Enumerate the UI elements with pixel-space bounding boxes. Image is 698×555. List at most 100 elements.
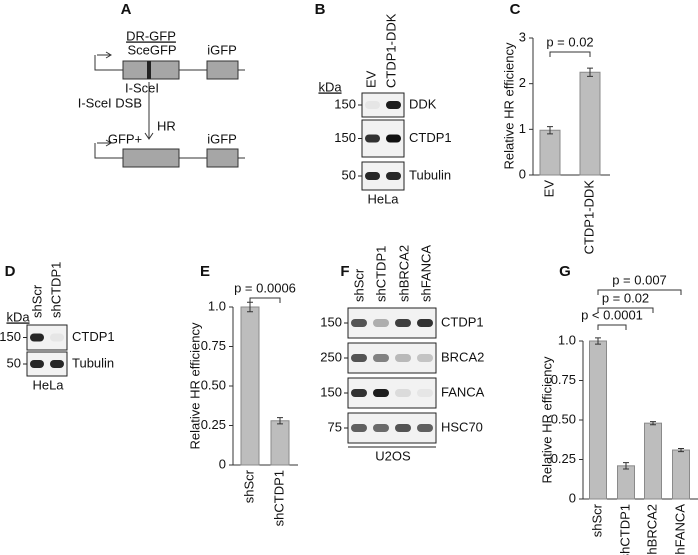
panel-label: G: [559, 263, 571, 280]
error-bar: [595, 337, 601, 345]
promoter-arrow: [105, 51, 112, 59]
protein-label: HSC70: [441, 419, 483, 434]
bar: [270, 420, 290, 466]
x-tick-label: shBRCA2: [644, 504, 659, 555]
panel-label: E: [200, 263, 210, 280]
band: [395, 319, 411, 327]
gene-box: [206, 148, 239, 168]
arrow-head: [144, 132, 154, 140]
band: [386, 101, 401, 109]
band: [395, 354, 411, 362]
bar: [579, 71, 601, 176]
x-tick-label: shScr: [241, 469, 256, 503]
significance-bracket: [549, 51, 591, 57]
lane-label: shCTDP1: [373, 246, 388, 302]
y-tick-label: 0.75: [551, 372, 576, 387]
box-label: GFP+: [108, 131, 142, 146]
y-tick-label: 1: [519, 121, 526, 136]
x-tick-label: shFANCA: [672, 504, 687, 555]
y-tick-label: 0: [569, 490, 576, 505]
gene-box: [122, 148, 180, 168]
band: [50, 360, 64, 368]
band: [351, 389, 367, 397]
gene-box: [206, 60, 239, 80]
bar: [672, 449, 690, 500]
band: [351, 424, 367, 432]
band: [373, 424, 389, 432]
band: [417, 424, 433, 432]
panel-label: F: [340, 263, 349, 280]
band: [373, 389, 389, 397]
box-label: iGFP: [207, 131, 237, 146]
protein-label: FANCA: [441, 384, 485, 399]
marker-label: 250: [320, 349, 342, 364]
lane-label: shScr: [29, 284, 44, 318]
cell-line-label: HeLa: [367, 191, 399, 206]
protein-label: Tubulin: [409, 167, 451, 182]
protein-label: DDK: [409, 96, 437, 111]
significance-bracket: [597, 324, 627, 330]
lane-label: shScr: [351, 268, 366, 302]
lane-label: CTDP1-DDK: [383, 13, 398, 88]
protein-label: CTDP1: [441, 314, 484, 329]
panel-label: B: [315, 1, 326, 18]
band: [30, 360, 44, 368]
arrow-label: HR: [157, 118, 176, 133]
band: [417, 354, 433, 362]
band: [365, 134, 380, 143]
y-tick-label: 1.0: [208, 298, 226, 313]
lane-label: shFANCA: [418, 245, 433, 302]
y-tick-label: 2: [519, 75, 526, 90]
box-label: SceGFP: [127, 42, 176, 57]
y-tick-label: 3: [519, 29, 526, 44]
cell-line-label: U2OS: [375, 448, 411, 463]
site-label: I-SceI: [125, 80, 159, 95]
p-value: p = 0.007: [612, 272, 667, 287]
protein-label: CTDP1: [409, 130, 452, 145]
diagram-title: DR-GFP: [126, 28, 176, 43]
band: [395, 424, 411, 432]
marker-label: 150: [334, 130, 356, 145]
bar: [644, 422, 662, 500]
p-value: p = 0.0006: [234, 280, 296, 295]
y-axis-label: Relative HR efficiency: [539, 356, 554, 483]
bar: [617, 465, 635, 500]
band: [417, 389, 433, 397]
band: [373, 354, 389, 362]
y-tick-label: 0: [219, 456, 226, 471]
dr-gfp-diagram: DR-GFP SceGFP iGFP I-SceI I-SceI DSB HR …: [78, 28, 245, 168]
site: [147, 61, 151, 79]
dsb-label: I-SceI DSB: [78, 95, 142, 110]
kda-label: kDa: [318, 79, 342, 94]
cell-line-label: HeLa: [32, 377, 64, 392]
band: [30, 333, 44, 342]
lane-label: shBRCA2: [396, 245, 411, 302]
panel-label: C: [510, 1, 521, 18]
marker-label: 150: [320, 384, 342, 399]
lane-label: shCTDP1: [48, 262, 63, 318]
error-bar: [277, 417, 283, 425]
lane-label: EV: [363, 70, 378, 88]
band: [373, 319, 389, 327]
band: [365, 172, 380, 180]
significance-bracket: [597, 289, 682, 295]
p-value: p < 0.0001: [581, 307, 643, 322]
y-tick-label: 0.50: [201, 377, 226, 392]
promoter: [94, 143, 97, 159]
marker-label: 50: [342, 167, 356, 182]
band: [386, 172, 401, 180]
marker-label: 150: [334, 96, 356, 111]
protein-label: Tubulin: [72, 355, 114, 370]
x-tick-label: shCTDP1: [271, 470, 286, 526]
band: [351, 319, 367, 327]
error-bar: [650, 421, 656, 426]
significance-bracket: [249, 297, 281, 303]
band: [417, 319, 433, 327]
y-tick-label: 0.25: [201, 417, 226, 432]
marker-label: 150: [320, 314, 342, 329]
promoter-arrow: [105, 139, 112, 147]
bar: [240, 306, 260, 466]
x-tick-label: shCTDP1: [617, 504, 632, 555]
box-label: iGFP: [207, 42, 237, 57]
